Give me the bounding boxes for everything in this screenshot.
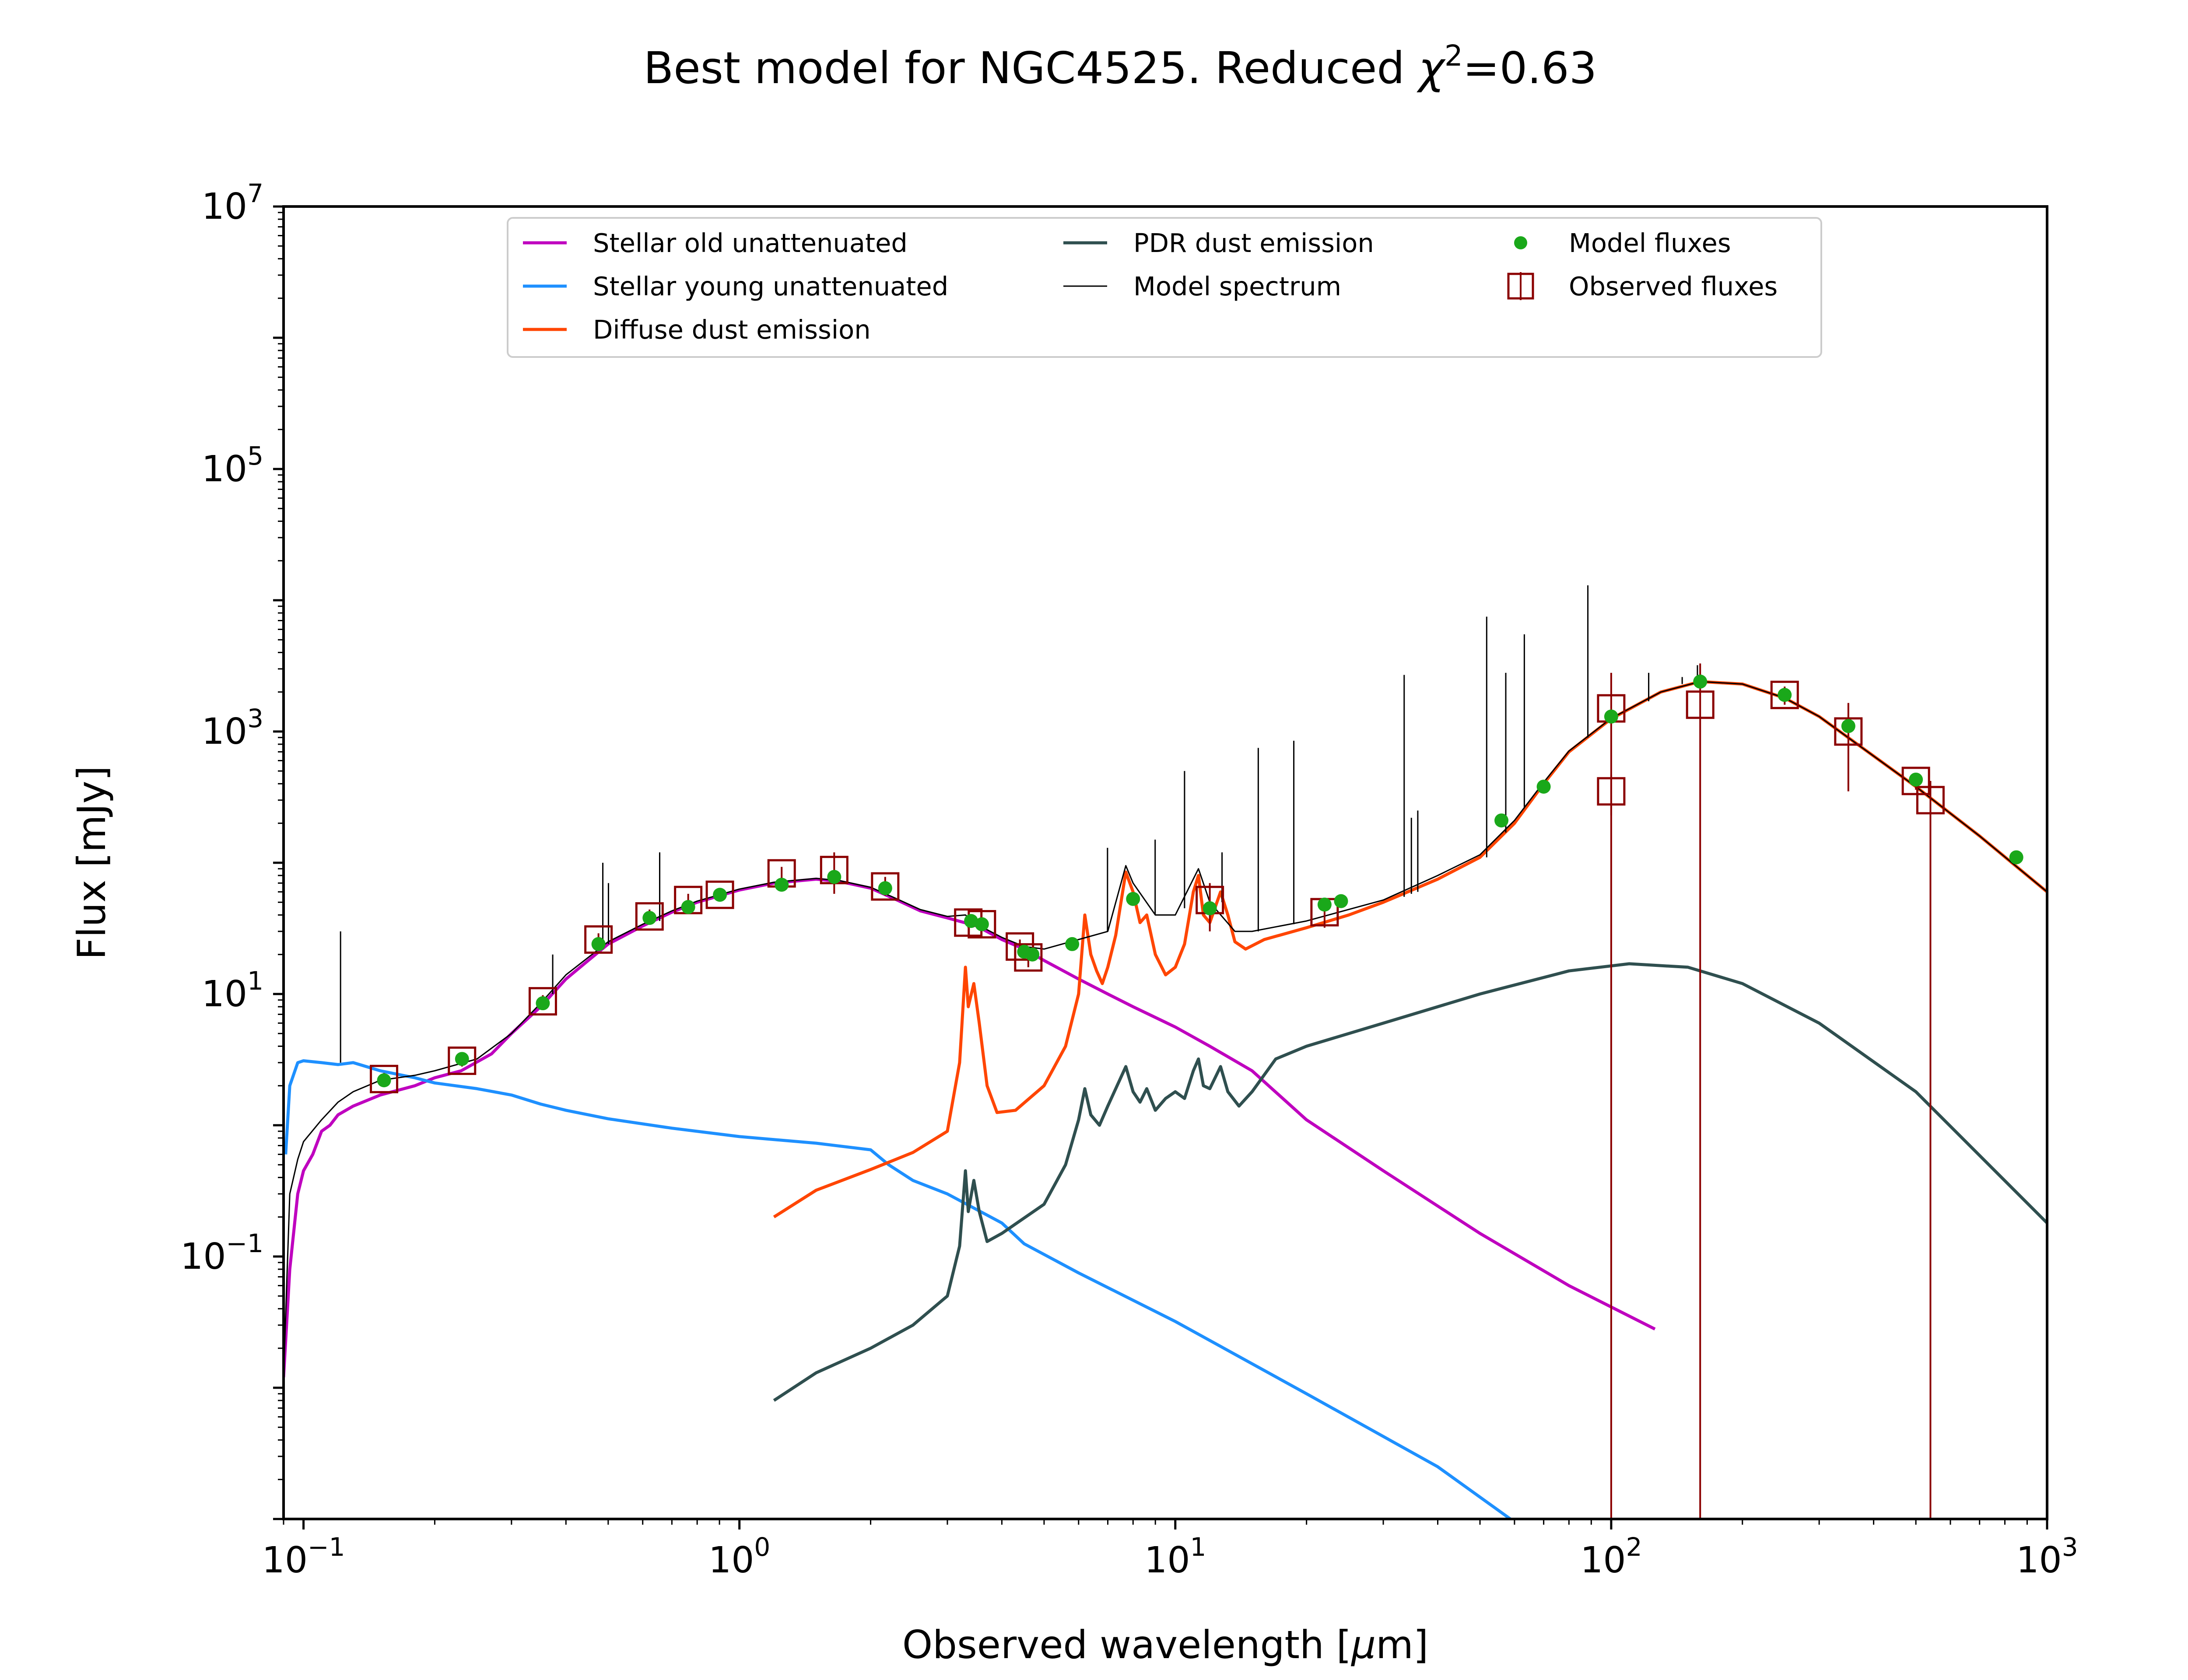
model-flux-point [1536,780,1551,794]
legend-label: Diffuse dust emission [593,315,871,345]
model-flux-point [1317,897,1332,912]
observed-flux-point [1014,943,1043,972]
model-flux-point [642,911,657,925]
series-layer [284,680,2047,1519]
observed-flux-point [370,1064,399,1093]
legend-label: PDR dust emission [1133,228,1374,258]
legend-label: Model fluxes [1569,228,1731,258]
observed-flux-point [1770,680,1799,709]
y-tick-label: 107 [202,178,263,228]
model-flux-point [2009,850,2023,864]
x-axis-label-mu: μ [1350,1622,1376,1667]
observed-flux-point [1006,932,1034,961]
x-axis-label-unit: m] [1376,1622,1428,1667]
observed-fluxes-layer [370,663,1945,1519]
emission-lines-layer [340,585,1698,1063]
legend-entries: Stellar old unattenuated Stellar young un… [523,228,1778,345]
model-flux-point [1065,937,1080,951]
model-flux-point [1494,813,1509,828]
y-tick-label: 105 [202,441,263,490]
plot-frame [282,205,2048,1520]
legend-item-model-spectrum: Model spectrum [1063,271,1341,301]
legend: Stellar old unattenuated Stellar young un… [507,217,1822,358]
x-axis-label-text: Observed wavelength [ [902,1622,1351,1667]
legend-swatch [1514,236,1527,249]
model-flux-point [827,870,842,884]
model-flux-point [681,900,695,914]
observed-flux-point [528,987,557,1016]
x-tick-label: 102 [1580,1532,1642,1581]
x-tick-label: 10−1 [262,1532,345,1581]
chart-title: Best model for NGC4525. Reduced χ2=0.63 [644,39,1597,94]
series-stellar-young [284,1059,1513,1519]
observed-flux-point [705,880,734,909]
y-axis: 10−1 101 103 105 107 [180,178,284,1520]
model-flux-point [536,996,550,1011]
model-flux-point [1334,894,1348,908]
model-flux-point [964,914,978,928]
model-fluxes-layer [377,674,2023,1088]
x-axis-label: Observed wavelength [μm] [902,1622,1428,1667]
observed-flux-point [584,925,613,954]
legend-item-diffuse-dust: Diffuse dust emission [523,315,871,345]
chart-title-exp: 2 [1445,39,1463,73]
observed-flux-point [1597,777,1626,806]
model-flux-point [775,878,789,892]
model-flux-point [1909,772,1923,787]
series-diffuse-dust [773,680,2047,1218]
y-tick-label: 101 [202,966,263,1015]
observed-flux-point [1901,766,1930,795]
model-flux-point [1693,674,1708,689]
model-flux-point [713,888,727,902]
y-tick-label: 103 [202,704,263,752]
observed-flux-point [448,1046,477,1075]
legend-label: Stellar young unattenuated [593,271,948,301]
model-flux-point [455,1052,469,1066]
legend-label: Model spectrum [1133,271,1341,301]
x-tick-label: 101 [1144,1532,1206,1581]
series-model-spectrum [284,681,2047,1378]
legend-label: Stellar old unattenuated [593,228,908,258]
chart-title-main: Best model for NGC4525. Reduced [644,42,1419,94]
model-flux-point [1841,719,1855,733]
legend-item-stellar-young: Stellar young unattenuated [523,271,948,301]
legend-item-stellar-old: Stellar old unattenuated [523,228,908,258]
model-flux-point [1604,709,1618,724]
model-flux-point [1778,688,1792,702]
legend-item-observed-fluxes: Observed fluxes [1507,271,1778,301]
legend-item-model-fluxes: Model fluxes [1514,228,1731,258]
model-flux-point [377,1073,391,1088]
model-flux-point [591,937,606,951]
observed-flux-point [1834,717,1863,746]
model-flux-point [878,881,892,896]
observed-flux-point [635,902,664,931]
legend-box [507,217,1822,358]
observed-flux-point [1686,690,1715,719]
x-axis: 10−1 100 101 102 103 [262,1519,2078,1581]
series-pdr-dust [773,962,2047,1402]
chart-title-chi: χ [1417,42,1446,94]
observed-flux-point [1916,786,1945,815]
legend-item-pdr-dust: PDR dust emission [1063,228,1374,258]
y-tick-label: 10−1 [180,1228,263,1278]
x-tick-label: 103 [2016,1532,2078,1581]
chart-title-value: =0.63 [1463,42,1597,94]
model-flux-point [975,917,989,931]
y-axis-label: Flux [mJy] [69,766,114,959]
model-flux-point [1203,901,1217,916]
model-flux-point [1025,947,1040,962]
model-flux-point [1126,892,1140,906]
observed-flux-point [871,872,900,901]
x-tick-label: 100 [708,1532,770,1581]
legend-label: Observed fluxes [1569,271,1778,301]
series-stellar-old [284,878,1656,1378]
